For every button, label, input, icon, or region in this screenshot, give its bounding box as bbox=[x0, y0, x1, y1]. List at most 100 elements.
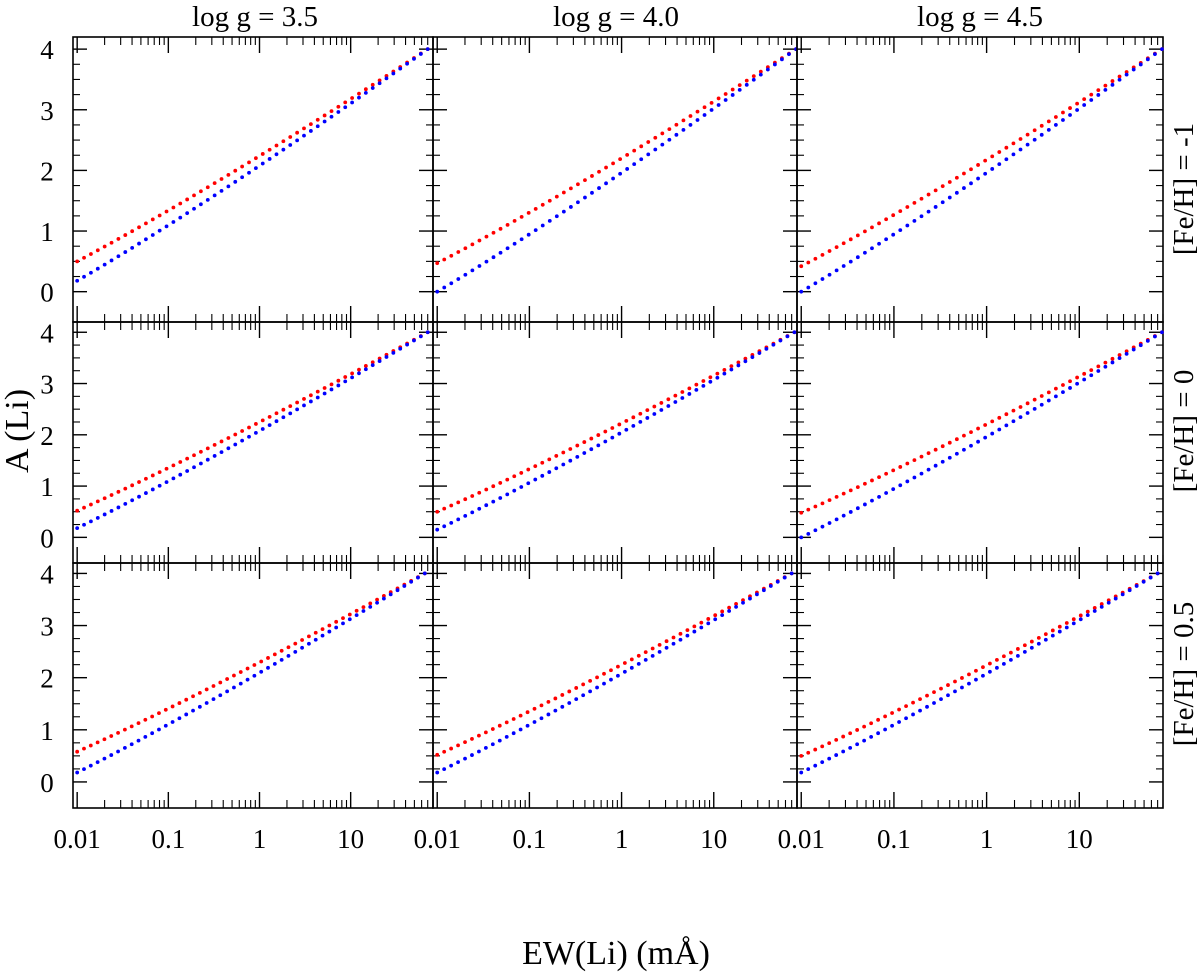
data-point bbox=[95, 266, 100, 271]
data-point bbox=[891, 468, 896, 473]
data-point bbox=[954, 451, 959, 456]
data-point bbox=[484, 259, 489, 264]
data-point bbox=[771, 342, 776, 347]
series-red bbox=[435, 47, 798, 266]
data-point bbox=[855, 506, 860, 511]
data-point bbox=[611, 161, 615, 166]
data-point bbox=[976, 439, 980, 444]
data-point bbox=[384, 76, 389, 81]
data-point bbox=[252, 663, 257, 667]
data-point bbox=[1099, 604, 1104, 609]
row-title-feh-minus1: [Fe/H] = -1 bbox=[1168, 123, 1200, 255]
data-point bbox=[1043, 637, 1048, 642]
data-point bbox=[336, 104, 341, 109]
data-point bbox=[645, 408, 650, 413]
panel-frame bbox=[432, 36, 798, 323]
data-point bbox=[171, 205, 176, 210]
data-point bbox=[947, 195, 952, 200]
panel-frame bbox=[432, 321, 798, 564]
data-point bbox=[518, 713, 523, 718]
data-point bbox=[347, 617, 352, 622]
panel-frame bbox=[796, 321, 1164, 564]
series-blue bbox=[799, 571, 1160, 775]
data-point bbox=[610, 435, 615, 440]
data-point bbox=[553, 708, 558, 713]
data-point bbox=[919, 454, 924, 459]
data-point bbox=[716, 96, 721, 101]
data-point bbox=[540, 202, 545, 207]
data-point bbox=[354, 613, 359, 618]
data-point bbox=[288, 404, 293, 409]
data-point bbox=[498, 226, 503, 231]
data-point bbox=[477, 264, 482, 268]
data-point bbox=[150, 233, 155, 237]
data-point bbox=[666, 404, 671, 408]
data-point bbox=[744, 82, 749, 87]
data-point bbox=[483, 745, 488, 750]
data-point bbox=[870, 498, 874, 503]
data-point bbox=[470, 494, 475, 498]
column-title-logg-4.5: log g = 4.5 bbox=[917, 1, 1043, 33]
data-point bbox=[898, 465, 903, 469]
data-point bbox=[974, 677, 978, 682]
data-point bbox=[1160, 47, 1164, 52]
panel-r2-c0: 0 1 2 3 4 0.01 0.1 1 10 bbox=[40, 559, 434, 854]
data-point bbox=[546, 712, 551, 717]
x-tick-label: 0.01 bbox=[778, 824, 825, 854]
data-point bbox=[953, 689, 957, 694]
data-point bbox=[266, 665, 270, 670]
data-point bbox=[597, 169, 601, 174]
data-point bbox=[1032, 406, 1037, 411]
data-point bbox=[827, 249, 832, 253]
x-tick-label: 1 bbox=[980, 824, 994, 854]
data-point bbox=[329, 114, 334, 119]
data-point bbox=[184, 712, 189, 717]
panel-r0-c0: 0 1 2 3 4 bbox=[40, 35, 434, 323]
data-point bbox=[709, 100, 714, 105]
data-point bbox=[274, 152, 279, 157]
data-point bbox=[743, 356, 748, 361]
data-point bbox=[245, 666, 250, 671]
data-point bbox=[681, 118, 686, 123]
data-point bbox=[463, 740, 467, 745]
data-point bbox=[456, 743, 460, 748]
data-point bbox=[384, 355, 389, 359]
data-point bbox=[252, 673, 257, 678]
data-point bbox=[933, 447, 938, 452]
data-point bbox=[253, 166, 258, 171]
data-point bbox=[293, 649, 298, 654]
data-point bbox=[834, 268, 839, 273]
data-point bbox=[730, 87, 735, 92]
data-point bbox=[1148, 575, 1153, 580]
data-point bbox=[701, 383, 706, 388]
data-point bbox=[1082, 97, 1087, 102]
data-point bbox=[877, 494, 881, 499]
data-point bbox=[576, 200, 580, 205]
data-point bbox=[233, 168, 238, 173]
panel-r2-c1: 0.01 0.1 1 10 bbox=[414, 562, 798, 854]
y-tick-label: 2 bbox=[40, 664, 54, 694]
data-point bbox=[609, 668, 613, 673]
data-point bbox=[588, 679, 593, 683]
data-point bbox=[129, 724, 134, 729]
data-point bbox=[526, 210, 531, 215]
data-point bbox=[737, 83, 742, 87]
data-point bbox=[343, 105, 348, 110]
data-point bbox=[357, 91, 361, 96]
series-blue bbox=[75, 47, 430, 283]
data-point bbox=[322, 119, 327, 124]
data-point bbox=[947, 180, 952, 184]
data-point bbox=[178, 215, 183, 220]
data-point bbox=[723, 98, 728, 102]
data-point bbox=[897, 720, 901, 724]
series-blue bbox=[799, 330, 1164, 540]
data-point bbox=[632, 148, 637, 153]
data-point bbox=[491, 255, 496, 260]
data-point bbox=[561, 450, 566, 455]
data-point bbox=[799, 535, 804, 540]
data-point bbox=[813, 256, 818, 261]
data-point bbox=[581, 693, 586, 698]
series-blue bbox=[75, 571, 427, 775]
data-point bbox=[765, 67, 770, 72]
panel-r0-c1 bbox=[432, 36, 798, 323]
